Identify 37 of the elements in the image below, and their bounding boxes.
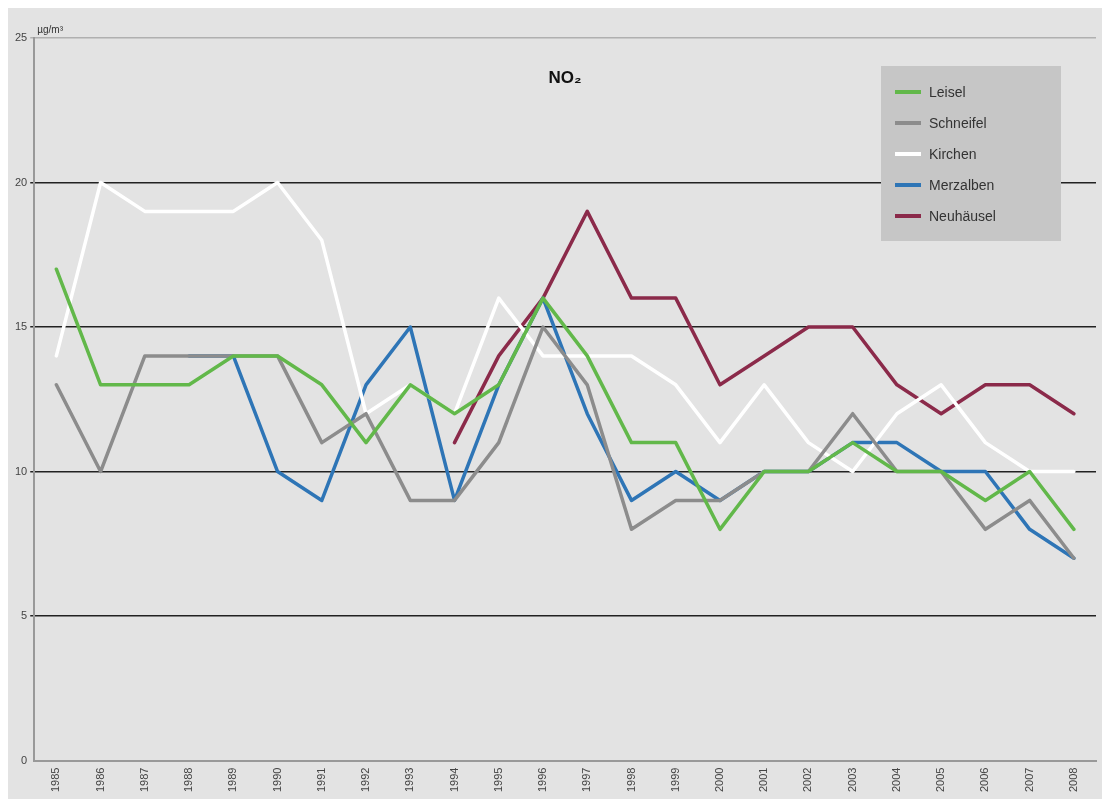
x-tick-label: 1998 <box>624 767 637 793</box>
legend-label: Schneifel <box>929 114 987 131</box>
y-tick-label: 0 <box>21 753 28 766</box>
y-tick-label: 10 <box>14 464 28 477</box>
x-tick-label: 1999 <box>668 767 681 793</box>
x-tick-label: 2008 <box>1066 767 1079 793</box>
y-tick-label: 15 <box>14 320 28 333</box>
x-tick-label: 2003 <box>845 767 858 793</box>
x-tick-label: 1997 <box>580 767 593 793</box>
x-tick-label: 1990 <box>270 767 283 793</box>
x-tick-label: 1989 <box>226 767 239 793</box>
y-tick-label: 5 <box>21 609 28 622</box>
x-tick-label: 2005 <box>934 767 947 793</box>
legend-label: Kirchen <box>929 145 977 162</box>
y-axis-title: µg/m³ <box>37 23 64 35</box>
x-tick-label: 1995 <box>491 767 504 793</box>
x-tick-label: 2000 <box>712 767 725 793</box>
y-tick-label: 20 <box>14 175 28 188</box>
x-tick-label: 1985 <box>49 767 62 793</box>
legend-label: Merzalben <box>929 176 995 193</box>
x-tick-label: 1992 <box>359 767 372 793</box>
x-tick-label: 2007 <box>1022 767 1035 793</box>
legend-label: Leisel <box>929 83 966 100</box>
x-tick-label: 2002 <box>801 767 814 793</box>
x-tick-label: 1986 <box>93 767 106 793</box>
x-tick-label: 1993 <box>403 767 416 793</box>
legend-label: Neuhäusel <box>929 207 996 224</box>
x-tick-label: 2001 <box>757 767 770 793</box>
x-tick-label: 1994 <box>447 767 460 793</box>
x-tick-label: 1991 <box>314 767 327 793</box>
y-tick-label: 25 <box>14 31 28 44</box>
x-tick-label: 1987 <box>137 767 150 793</box>
x-tick-label: 1988 <box>182 767 195 793</box>
x-tick-label: 1996 <box>536 767 549 793</box>
x-tick-label: 2004 <box>889 767 902 793</box>
x-tick-label: 2006 <box>978 767 991 793</box>
text: NO₂ <box>548 67 582 87</box>
